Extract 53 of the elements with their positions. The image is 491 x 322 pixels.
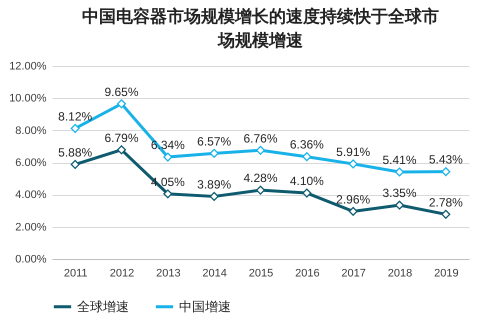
point bbox=[441, 167, 450, 176]
data-label: 6.76% bbox=[243, 131, 278, 146]
point bbox=[348, 159, 358, 168]
data-label: 2.78% bbox=[428, 195, 464, 210]
x-tick-label: 2012 bbox=[110, 268, 134, 280]
y-tick-label: 4.00% bbox=[15, 189, 47, 202]
x-tick-label: 2014 bbox=[202, 268, 227, 280]
point bbox=[302, 188, 312, 198]
data-label: 6.57% bbox=[197, 134, 232, 148]
data-label: 8.12% bbox=[58, 109, 93, 124]
data-label: 3.89% bbox=[197, 177, 232, 192]
point bbox=[348, 206, 358, 216]
point bbox=[210, 148, 219, 158]
data-label: 9.65% bbox=[104, 84, 139, 99]
x-tick-label: 2016 bbox=[295, 268, 320, 280]
y-tick-label: 8.00% bbox=[15, 124, 47, 137]
y-tick-label: 10.00% bbox=[9, 92, 47, 105]
x-tick-label: 2018 bbox=[388, 268, 412, 280]
data-label: 6.79% bbox=[104, 130, 139, 145]
data-label: 3.35% bbox=[382, 186, 417, 200]
chart-title: 中国电容器市场规模增长的速度持续快于全球市场规模增速 bbox=[82, 7, 439, 50]
x-tick-label: 2013 bbox=[156, 268, 181, 280]
data-label: 4.28% bbox=[243, 171, 278, 186]
y-tick-label: 12.00% bbox=[9, 60, 47, 72]
y-tick-label: 2.00% bbox=[15, 221, 47, 234]
data-label: 2.96% bbox=[336, 192, 371, 206]
point bbox=[163, 152, 172, 162]
data-label: 4.10% bbox=[290, 174, 324, 188]
point bbox=[116, 99, 126, 108]
point bbox=[116, 145, 126, 154]
point bbox=[394, 167, 404, 177]
point bbox=[394, 200, 404, 210]
data-label: 6.36% bbox=[290, 138, 324, 152]
point bbox=[256, 146, 266, 155]
x-tick-label: 2017 bbox=[341, 268, 366, 280]
data-label: 5.88% bbox=[58, 145, 93, 160]
data-label: 5.43% bbox=[428, 152, 464, 167]
legend-label: 中国增速 bbox=[179, 298, 231, 314]
point bbox=[256, 186, 266, 195]
point bbox=[302, 152, 312, 162]
point bbox=[163, 189, 172, 198]
point bbox=[70, 160, 80, 169]
x-tick-label: 2015 bbox=[248, 268, 274, 280]
point bbox=[210, 192, 219, 201]
legend-label: 全球增速 bbox=[77, 298, 129, 314]
data-label: 5.91% bbox=[336, 144, 371, 159]
x-tick-label: 2011 bbox=[64, 268, 88, 280]
y-tick-label: 0.00% bbox=[15, 254, 47, 266]
point bbox=[441, 210, 450, 219]
point bbox=[70, 124, 80, 133]
y-tick-label: 6.00% bbox=[15, 157, 47, 169]
x-tick-label: 2019 bbox=[434, 268, 459, 280]
data-label: 5.41% bbox=[382, 152, 417, 167]
